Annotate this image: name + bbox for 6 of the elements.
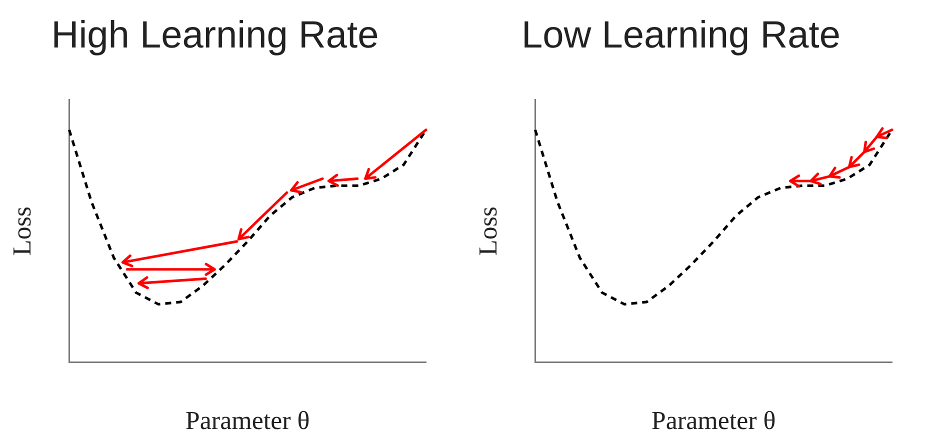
x-axis-title: Parameter θ	[651, 406, 776, 436]
y-axis-title: Loss	[473, 206, 502, 256]
y-axis-title: Loss	[7, 206, 36, 256]
chart-title: High Learning Rate	[51, 14, 379, 56]
x-axis-title: Parameter θ	[185, 406, 310, 436]
chart-title: Low Learning Rate	[522, 14, 840, 56]
